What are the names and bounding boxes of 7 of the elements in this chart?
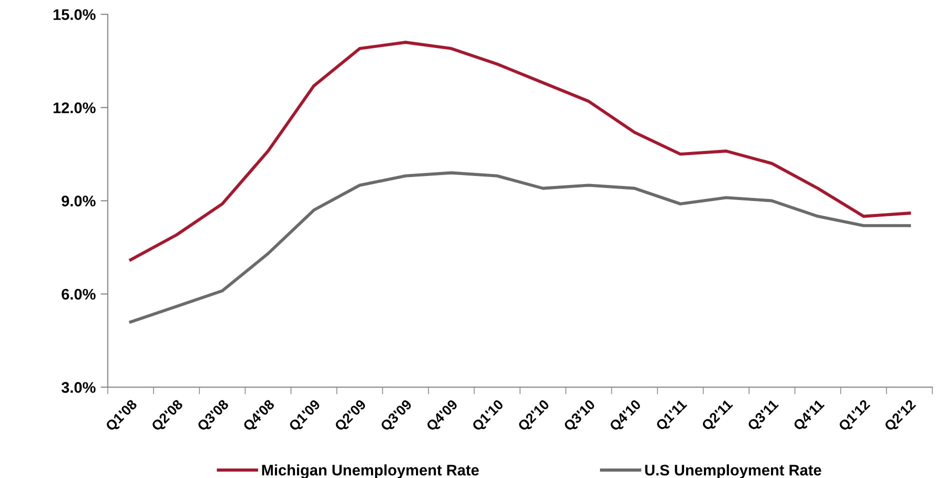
- y-tick-label: 12.0%: [54, 102, 96, 114]
- line-series: [129, 40, 911, 262]
- y-tick-label: 15.0%: [54, 9, 96, 20]
- y-tick-label: 6.0%: [62, 288, 96, 300]
- y-tick-label: 9.0%: [62, 196, 96, 206]
- line-series: [129, 171, 911, 324]
- y-tick-label: 3.0%: [61, 382, 96, 393]
